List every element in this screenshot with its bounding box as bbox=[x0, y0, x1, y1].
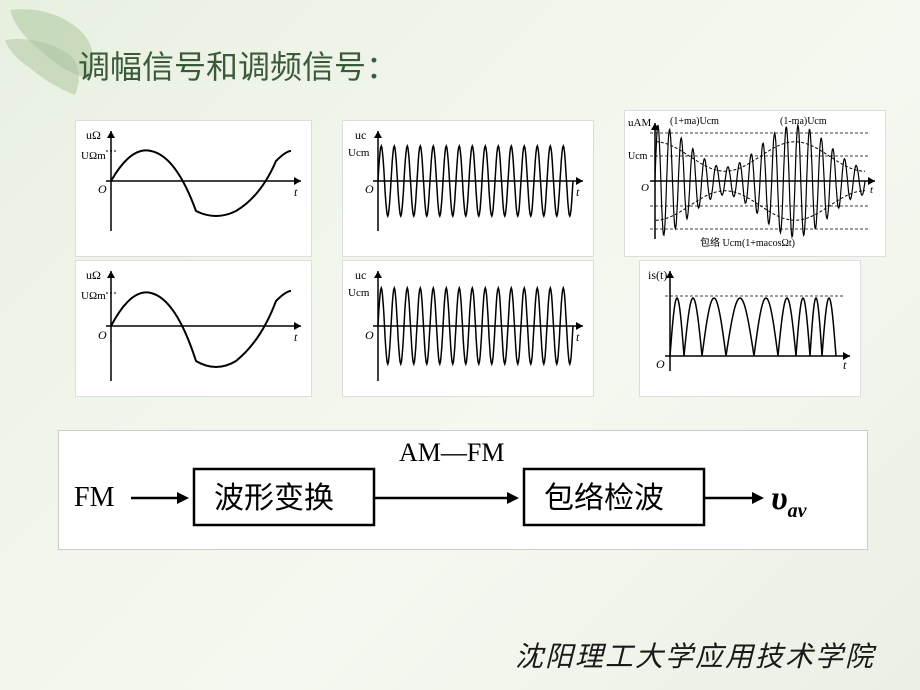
origin-label: O bbox=[365, 182, 374, 196]
y-label: uΩ bbox=[86, 268, 101, 282]
x-label: t bbox=[576, 185, 580, 199]
y-label: uc bbox=[355, 268, 366, 282]
x-label: t bbox=[843, 358, 847, 372]
y-label: uc bbox=[355, 128, 366, 142]
chart-row-2: uΩ UΩm O t uc Ucm O t is(t) O bbox=[75, 260, 861, 397]
origin-label: O bbox=[365, 328, 374, 342]
x-label: t bbox=[870, 184, 874, 196]
y-sub-label: UΩm bbox=[81, 150, 106, 162]
y-label: uAM bbox=[628, 117, 651, 129]
y-label: is(t) bbox=[648, 268, 667, 282]
chart-fm-pulse: is(t) O t bbox=[639, 260, 861, 397]
origin-label: O bbox=[98, 182, 107, 196]
y-sub-label: Ucm bbox=[348, 147, 370, 159]
flow-input: FM bbox=[74, 482, 115, 513]
top-left-label: (1+ma)Ucm bbox=[670, 116, 719, 127]
y-label: uΩ bbox=[86, 128, 101, 142]
chart-carrier-2: uc Ucm O t bbox=[342, 260, 594, 397]
page-title: 调幅信号和调频信号： bbox=[78, 42, 398, 88]
x-label: t bbox=[576, 330, 580, 344]
origin-label: O bbox=[98, 328, 107, 342]
chart-sine-1: uΩ UΩm O t bbox=[75, 120, 312, 257]
y-sub-label: Ucm bbox=[628, 151, 648, 162]
x-label: t bbox=[294, 330, 298, 344]
origin-label: O bbox=[656, 357, 665, 371]
chart-am: uAM (1+ma)Ucm (1-ma)Ucm Ucm O t 包络 Ucm(1… bbox=[624, 110, 886, 257]
x-label: t bbox=[294, 185, 298, 199]
y-sub-label: UΩm bbox=[81, 290, 106, 302]
footer-text: 沈阳理工大学应用技术学院 bbox=[515, 635, 875, 675]
chart-sine-2: uΩ UΩm O t bbox=[75, 260, 312, 397]
flow-box2: 包络检波 bbox=[544, 482, 664, 515]
envelope-label: 包络 Ucm(1+macosΩt) bbox=[700, 236, 795, 249]
flow-diagram: FM 波形变换 AM—FM 包络检波 υav bbox=[58, 430, 868, 550]
origin-label: O bbox=[641, 182, 649, 194]
top-right-label: (1-ma)Ucm bbox=[780, 116, 827, 127]
chart-carrier-1: uc Ucm O t bbox=[342, 120, 594, 257]
chart-row-1: uΩ UΩm O t uc Ucm O t uAM (1+ma)Ucm bbox=[75, 120, 886, 257]
flow-box1: 波形变换 bbox=[214, 482, 334, 515]
flow-middle: AM—FM bbox=[399, 438, 504, 467]
flow-output: υav bbox=[771, 480, 808, 522]
y-sub-label: Ucm bbox=[348, 287, 370, 299]
